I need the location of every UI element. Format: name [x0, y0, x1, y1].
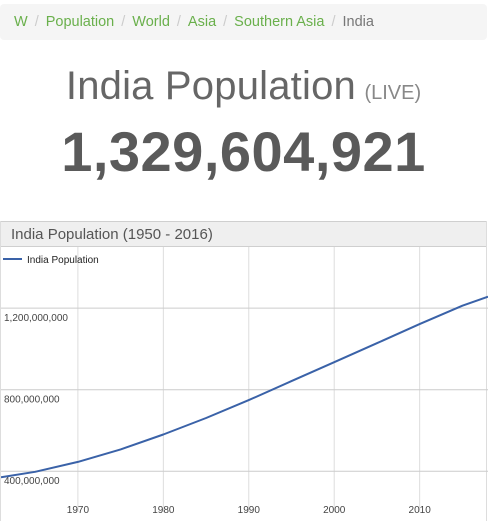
breadcrumb-item-india: India: [342, 14, 374, 30]
series-line: [1, 295, 488, 479]
y-tick-label: 1,200,000,000: [4, 313, 68, 324]
chart-panel-title: India Population (1950 - 2016): [1, 221, 486, 247]
breadcrumb-separator: /: [34, 14, 39, 30]
legend-label: India Population: [27, 255, 99, 266]
x-tick-label: 2010: [409, 505, 432, 516]
breadcrumb: W / Population / World / Asia / Southern Asia / In…: [0, 4, 487, 40]
breadcrumb-separator: /: [121, 14, 126, 30]
page-title: India Population: [65, 64, 356, 108]
breadcrumb-item-southern-asia[interactable]: Southern Asia: [234, 14, 325, 30]
breadcrumb-item-w[interactable]: W: [14, 14, 28, 30]
population-counter: 1,329,604,921: [61, 120, 426, 183]
x-tick-label: 1980: [152, 505, 175, 516]
breadcrumb-item-asia[interactable]: Asia: [187, 14, 217, 30]
x-tick-label: 1990: [238, 505, 261, 516]
title-row: India Population (LIVE): [0, 64, 487, 109]
breadcrumb-separator: /: [223, 14, 228, 30]
breadcrumb-separator: /: [331, 14, 336, 30]
live-tag: (LIVE): [364, 82, 422, 104]
chart-panel: India Population (1950 - 2016) 400,000,0…: [0, 221, 488, 521]
breadcrumb-separator: /: [176, 14, 181, 30]
y-tick-label: 400,000,000: [4, 476, 60, 487]
y-tick-label: 800,000,000: [4, 395, 60, 406]
breadcrumb-item-population[interactable]: Population: [45, 14, 115, 30]
x-tick-label: 2000: [323, 505, 346, 516]
x-tick-label: 1970: [67, 505, 90, 516]
population-line-chart: 400,000,000 800,000,000 1,200,000,000 1970 1…: [1, 247, 488, 516]
breadcrumb-item-world[interactable]: World: [132, 14, 170, 30]
